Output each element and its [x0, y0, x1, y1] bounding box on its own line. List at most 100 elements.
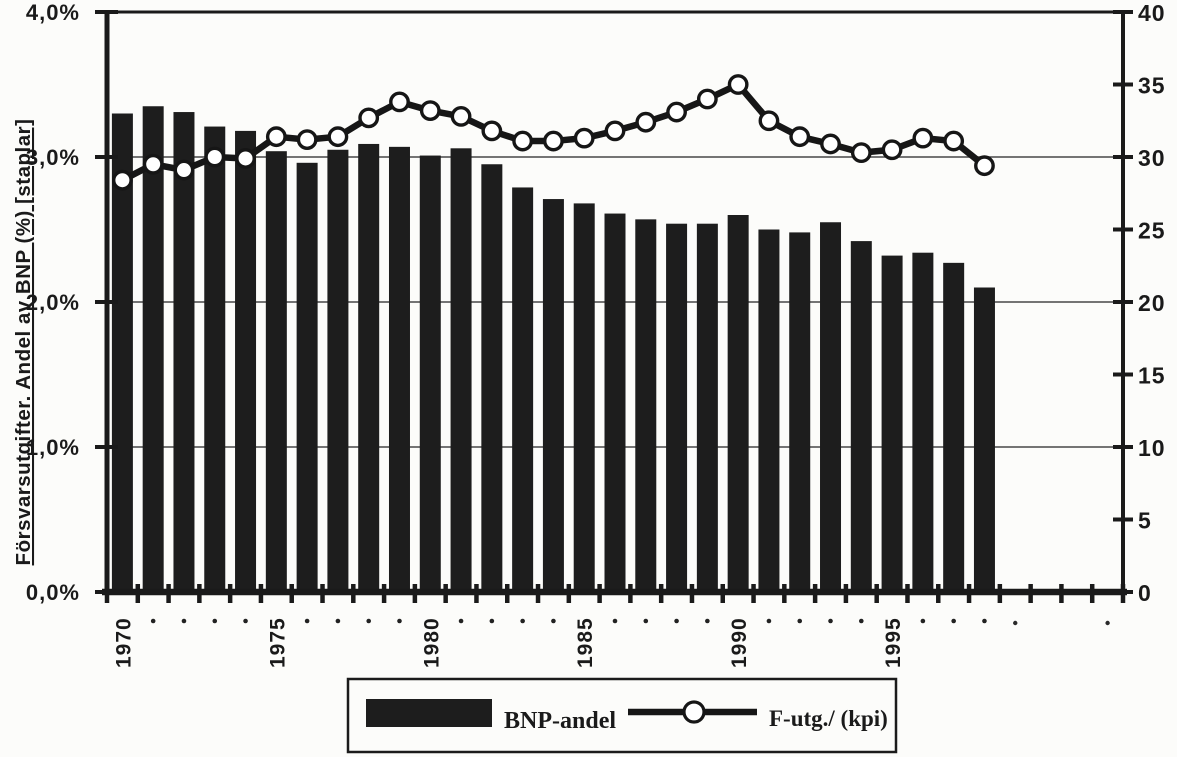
bar-1989	[696, 223, 718, 592]
x-year-dot-1991	[766, 618, 772, 624]
bar-1993	[820, 222, 842, 592]
x-year-dot-1994	[859, 618, 864, 624]
bar-1977	[327, 149, 349, 592]
x-year-label-1995: 1995	[882, 617, 905, 668]
right-axis-tick-label: 30	[1138, 145, 1166, 171]
line-point-1986	[604, 120, 626, 142]
x-year-dot-1998	[982, 618, 987, 624]
x-year-dot-1982	[489, 618, 495, 624]
bar-1981	[450, 148, 472, 593]
x-year-dot-1974	[243, 618, 248, 624]
left-axis-tick-label: 0,0%	[26, 580, 80, 605]
line-point-1972	[173, 159, 195, 181]
right-axis-tick-label: 25	[1138, 218, 1166, 244]
x-year-dot-1984	[551, 618, 556, 624]
bar-1971	[142, 106, 164, 592]
bar-1995	[881, 255, 903, 592]
legend-line-label: F-utg./ (kpi)	[769, 706, 888, 731]
right-axis-tick-label: 5	[1138, 508, 1152, 534]
line-point-1996	[912, 127, 934, 149]
right-axis-tick-label: 0	[1138, 580, 1152, 606]
left-axis-tick-label: 4,0%	[26, 0, 80, 25]
left-axis-ticks	[95, 10, 118, 594]
line-point-1990	[727, 74, 749, 95]
bar-1985	[573, 203, 595, 592]
bar-1988	[666, 223, 688, 592]
x-year-label-1980: 1980	[420, 617, 443, 668]
x-year-dot-1996	[920, 618, 926, 624]
right-axis-labels: 0 5 10 15 20 25 30 35 40	[1138, 0, 1166, 606]
x-year-dot-1979	[397, 618, 402, 624]
legend-line-marker-icon	[682, 700, 706, 724]
line-point-1995	[881, 139, 903, 161]
line-series-futg-kpi	[111, 74, 995, 191]
line-point-1989	[696, 88, 718, 110]
x-year-dot-1989	[705, 618, 710, 624]
left-axis-labels: 0,0% 1,0% 2,0% 3,0% 4,0%	[26, 0, 80, 605]
x-year-dot-1978	[366, 618, 371, 624]
x-year-dot-1973	[212, 618, 218, 624]
right-axis-tick-label: 10	[1138, 435, 1166, 461]
left-axis-tick-label: 1,0%	[26, 435, 80, 460]
x-year-label-1990: 1990	[728, 617, 751, 668]
line-point-1993	[820, 133, 841, 155]
x-year-dot-1971	[150, 618, 156, 624]
bar-1990	[727, 215, 749, 592]
x-year-label-1985: 1985	[574, 617, 597, 668]
x-year-dot-1988	[674, 618, 679, 624]
bar-1984	[542, 199, 564, 593]
line-point-1983	[512, 130, 534, 152]
bar-1986	[604, 213, 626, 593]
line-point-1988	[666, 101, 687, 123]
bar-1980	[419, 155, 441, 593]
line-point-1992	[789, 126, 811, 148]
right-axis-tick-label: 20	[1138, 290, 1166, 316]
x-year-dot-1997	[951, 618, 956, 624]
chart-legend: BNP-andel F-utg./ (kpi)	[346, 677, 898, 754]
x-year-dot-1972	[181, 618, 187, 624]
bar-1975	[265, 151, 287, 592]
line-point-1971	[142, 153, 164, 175]
right-axis-tick-label: 15	[1138, 363, 1166, 389]
bar-1983	[512, 187, 534, 592]
line-point-1980	[419, 100, 441, 122]
legend-bar-swatch-icon	[366, 699, 492, 727]
line-point-1973	[204, 146, 226, 168]
x-trailing-dot	[1013, 620, 1018, 626]
legend-bar-label: BNP-andel	[504, 708, 616, 734]
line-point-1978	[358, 107, 380, 129]
x-year-dot-1976	[304, 618, 310, 624]
right-axis-tick-label: 40	[1138, 0, 1166, 26]
bar-1970	[111, 113, 133, 592]
bar-1979	[388, 146, 410, 592]
left-axis-title: Försvarsutgifter. Andel av BNP (%) [stap…	[12, 119, 35, 566]
x-year-dot-1983	[520, 618, 525, 624]
line-point-1976	[296, 129, 318, 151]
bar-1991	[758, 229, 780, 592]
bar-1997	[943, 262, 965, 592]
line-point-1977	[327, 126, 349, 148]
bar-1974	[235, 130, 257, 592]
bar-1973	[204, 126, 226, 593]
line-point-1975	[265, 126, 287, 148]
line-point-1970	[111, 169, 133, 191]
line-point-1987	[635, 111, 657, 133]
bar-1994	[850, 241, 872, 592]
x-year-dot-1992	[797, 618, 803, 624]
x-year-label-1970: 1970	[112, 617, 135, 668]
line-point-1997	[943, 130, 965, 152]
left-axis-tick-label: 3,0%	[26, 145, 80, 170]
x-year-dot-1987	[643, 618, 649, 624]
bar-series-bnp-andel	[111, 106, 995, 593]
line-point-1982	[481, 120, 503, 142]
bar-1976	[296, 162, 318, 593]
line-point-1991	[758, 110, 780, 132]
x-year-dot-1986	[612, 618, 618, 624]
bar-1982	[481, 164, 503, 592]
right-axis-ticks	[1113, 10, 1133, 594]
right-axis-tick-label: 35	[1138, 73, 1166, 99]
line-point-1984	[543, 130, 564, 152]
line-point-1979	[389, 91, 410, 113]
